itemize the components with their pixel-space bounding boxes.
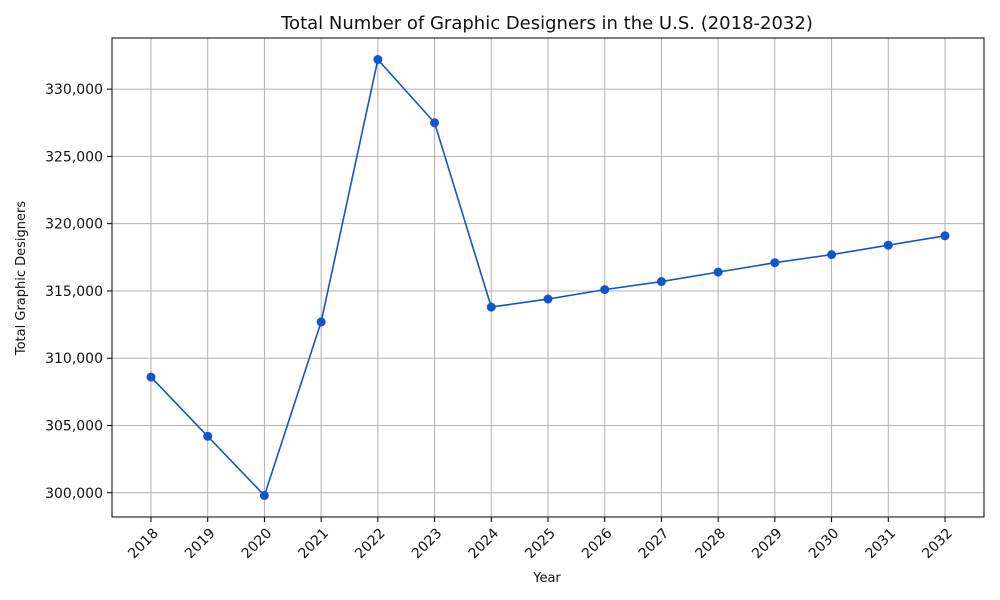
data-point-2021 — [316, 317, 326, 327]
x-tick-label: 2022 — [352, 526, 389, 563]
data-point-2032 — [940, 231, 950, 241]
data-point-2020 — [259, 490, 269, 500]
data-point-2026 — [600, 285, 610, 295]
y-tick-label: 330,000 — [45, 82, 103, 98]
data-point-2031 — [883, 240, 893, 250]
data-point-2029 — [770, 258, 780, 268]
x-tick-label: 2021 — [295, 526, 332, 563]
x-tick-label: 2030 — [806, 526, 843, 563]
y-tick-label: 315,000 — [45, 284, 103, 300]
x-tick-label: 2026 — [579, 525, 616, 562]
grid-lines — [112, 38, 984, 517]
y-axis-label: Total Graphic Designers — [14, 201, 29, 356]
y-tick-label: 305,000 — [45, 419, 103, 435]
x-axis-label: Year — [532, 571, 561, 586]
data-point-2028 — [713, 267, 723, 277]
data-point-2022 — [373, 55, 383, 65]
x-tick-label: 2020 — [239, 526, 276, 563]
data-point-2019 — [203, 431, 213, 441]
data-point-2018 — [146, 372, 156, 382]
x-tick-label: 2032 — [919, 526, 956, 563]
x-tick-label: 2025 — [522, 526, 559, 563]
x-tick-label: 2028 — [692, 526, 729, 563]
x-tick-label: 2027 — [636, 526, 673, 563]
x-tick-label: 2024 — [466, 525, 503, 562]
x-tick-label: 2023 — [409, 526, 446, 563]
x-tick-label: 2019 — [182, 526, 219, 563]
data-point-2023 — [430, 118, 440, 128]
x-tick-label: 2029 — [749, 526, 786, 563]
chart-title: Total Number of Graphic Designers in the… — [280, 13, 813, 34]
data-point-2027 — [656, 277, 666, 287]
data-point-2024 — [486, 302, 496, 312]
y-tick-label: 310,000 — [45, 351, 103, 367]
y-tick-label: 300,000 — [45, 486, 103, 502]
data-point-2025 — [543, 294, 553, 304]
x-tick-label: 2018 — [125, 526, 162, 563]
x-axis-ticks: 2018 2019 2020 2021 2022 2023 2024 2025 2026 2027… — [125, 517, 956, 562]
x-tick-label: 2031 — [863, 526, 900, 563]
y-tick-label: 320,000 — [45, 217, 103, 233]
y-tick-label: 325,000 — [45, 149, 103, 165]
data-point-layer — [146, 55, 950, 500]
y-axis-ticks: 300,000 305,000 310,000 315,000 320,000 325,0… — [45, 82, 112, 502]
data-point-2030 — [827, 250, 837, 260]
